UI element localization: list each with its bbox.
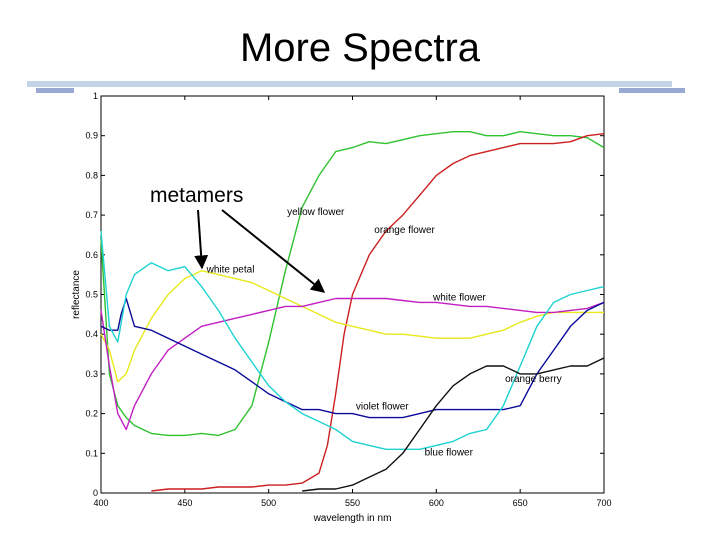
title-underline-accent-right — [619, 88, 685, 93]
title-underline — [27, 81, 685, 93]
y-axis-label: reflectance — [71, 270, 82, 319]
y-tick-label: 1 — [93, 91, 98, 101]
x-tick-label: 450 — [177, 498, 192, 508]
title-underline-bar — [27, 81, 672, 87]
series-label-white-petal: white petal — [206, 265, 255, 276]
axis-ticks: 400 450 500 550 600 650 700 0 0.1 0.2 0.3 0.4 0.5 0.6… — [85, 91, 611, 508]
series-label-orange-flower: orange flower — [374, 225, 435, 236]
y-tick-label: 0.7 — [85, 210, 98, 220]
annotation-arrow-white-petal — [194, 209, 209, 270]
y-tick-label: 0.4 — [85, 329, 98, 339]
y-tick-label: 0.3 — [85, 369, 98, 379]
x-tick-label: 550 — [345, 498, 360, 508]
series-line-blue-flower — [100, 230, 605, 450]
series-line-violet-flower — [100, 297, 605, 419]
series-labels: yellow flower orange flower white petal whi… — [206, 207, 562, 458]
y-tick-label: 0.2 — [85, 409, 98, 419]
series-label-yellow-flower: yellow flower — [287, 207, 345, 218]
series-line-yellow-flower — [100, 130, 605, 437]
y-tick-label: 0 — [93, 488, 98, 498]
y-tick-label: 0.6 — [85, 250, 98, 260]
y-tick-label: 0.5 — [85, 290, 98, 300]
y-tick-label: 0.1 — [85, 448, 98, 458]
x-axis-label: wavelength in nm — [313, 513, 392, 524]
x-tick-label: 400 — [93, 498, 108, 508]
x-tick-label: 650 — [513, 498, 528, 508]
x-tick-label: 600 — [429, 498, 444, 508]
series-label-blue-flower: blue flower — [425, 447, 474, 458]
series-lines — [100, 130, 605, 492]
series-line-orange-berry — [302, 357, 605, 492]
y-tick-label: 0.8 — [85, 170, 98, 180]
series-line-white-flower — [100, 297, 605, 431]
title-underline-accent-left — [36, 88, 74, 93]
metamers-arrows — [194, 209, 326, 293]
slide-title: More Spectra — [239, 26, 481, 70]
annotation-arrow-white-flower — [221, 209, 326, 293]
series-line-white-petal — [100, 270, 604, 383]
series-line-orange-flower — [151, 133, 605, 492]
series-label-orange-berry: orange berry — [505, 374, 562, 385]
y-tick-label: 0.9 — [85, 131, 98, 141]
series-label-white-flower: white flower — [432, 292, 486, 303]
series-label-violet-flower: violet flower — [356, 402, 409, 413]
x-tick-label: 700 — [596, 498, 611, 508]
x-tick-label: 500 — [261, 498, 276, 508]
metamers-annotation: metamers — [150, 184, 243, 207]
